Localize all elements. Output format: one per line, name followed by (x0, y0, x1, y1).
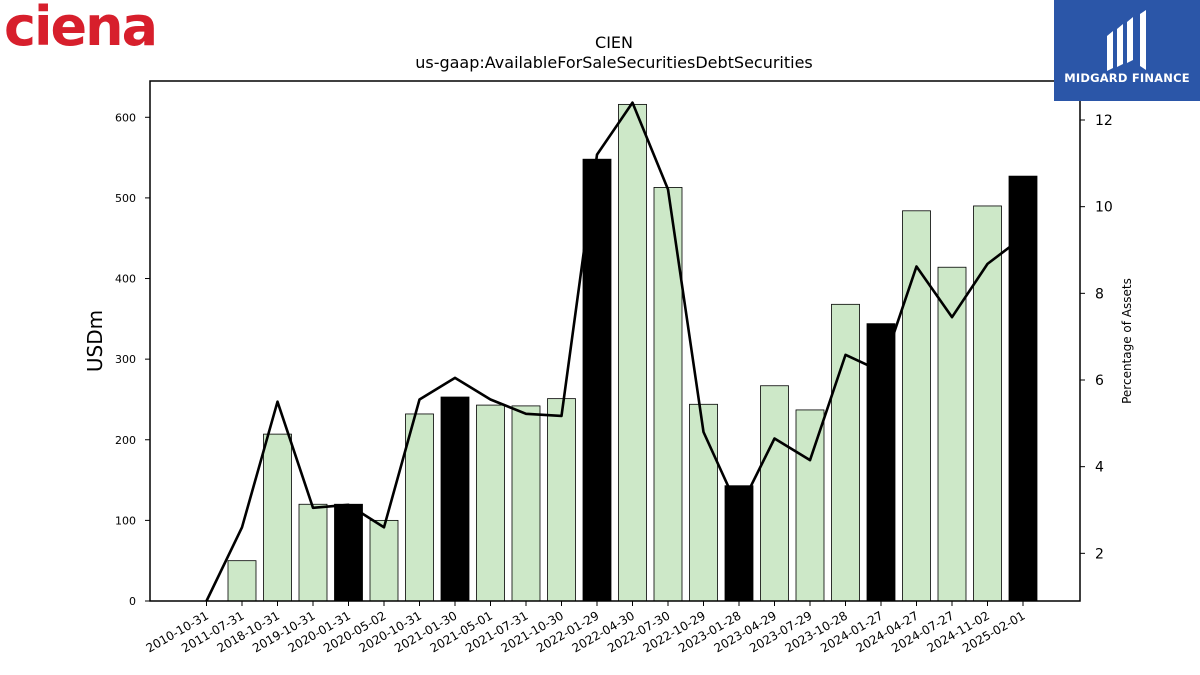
y-tick-label: 500 (115, 192, 136, 205)
bars-group (227, 103, 1038, 602)
bar-2024-11-02 (973, 205, 1002, 602)
bar-2021-01-30 (440, 396, 470, 602)
midgard-logo-text: MIDGARD FINANCE (1064, 71, 1190, 85)
ciena-logo-text: ciena (4, 0, 158, 58)
bar-2011-07-31 (227, 560, 257, 602)
plot-frame (149, 80, 1081, 602)
bar-2018-10-31 (263, 433, 292, 602)
bar-2019-10-31 (298, 503, 328, 602)
bar-2023-07-29 (795, 409, 825, 602)
y2-tick-label: 4 (1095, 460, 1104, 476)
bar-2022-10-29 (689, 403, 718, 602)
chart-title: CIEN (595, 33, 633, 52)
y2-tick-label: 10 (1095, 200, 1113, 216)
y2-axis-label: Percentage of Assets (1120, 278, 1134, 404)
bar-2024-04-27 (902, 210, 931, 602)
bar-2024-01-27 (866, 323, 896, 602)
y-tick-label: 200 (115, 434, 136, 447)
bar-2021-05-01 (476, 404, 505, 602)
bar-2020-10-31 (405, 413, 434, 602)
y-tick-label: 0 (129, 595, 136, 608)
midgard-logo-mark-icon (1054, 0, 1200, 101)
bar-2025-02-01 (1008, 175, 1038, 602)
bar-2021-07-31 (511, 405, 541, 602)
bar-2020-05-02 (369, 519, 399, 602)
y2-tick-label: 2 (1095, 546, 1104, 562)
y2-tick-label: 8 (1095, 286, 1104, 302)
bar-2020-01-31 (334, 503, 363, 602)
y-tick-label: 600 (115, 111, 136, 124)
y-tick-label: 400 (115, 273, 136, 286)
line-group (205, 101, 1024, 602)
y-axis-label: USDm (83, 310, 107, 372)
y-tick-label: 100 (115, 514, 136, 527)
y2-tick-label: 12 (1095, 113, 1113, 129)
bar-2023-04-29 (760, 385, 789, 602)
y2-tick-label: 6 (1095, 373, 1104, 389)
bar-2023-01-28 (724, 485, 754, 602)
bar-2021-10-30 (547, 398, 576, 602)
bar-2022-04-30 (618, 103, 647, 602)
bar-2023-10-28 (831, 303, 860, 602)
percentage-of-assets-line (205, 101, 1024, 602)
y-tick-label: 300 (115, 353, 136, 366)
midgard-finance-logo: MIDGARD FINANCE (1054, 0, 1200, 101)
ciena-logo: ciena (4, 0, 158, 54)
chart-subtitle: us-gaap:AvailableForSaleSecuritiesDebtSe… (415, 53, 813, 72)
